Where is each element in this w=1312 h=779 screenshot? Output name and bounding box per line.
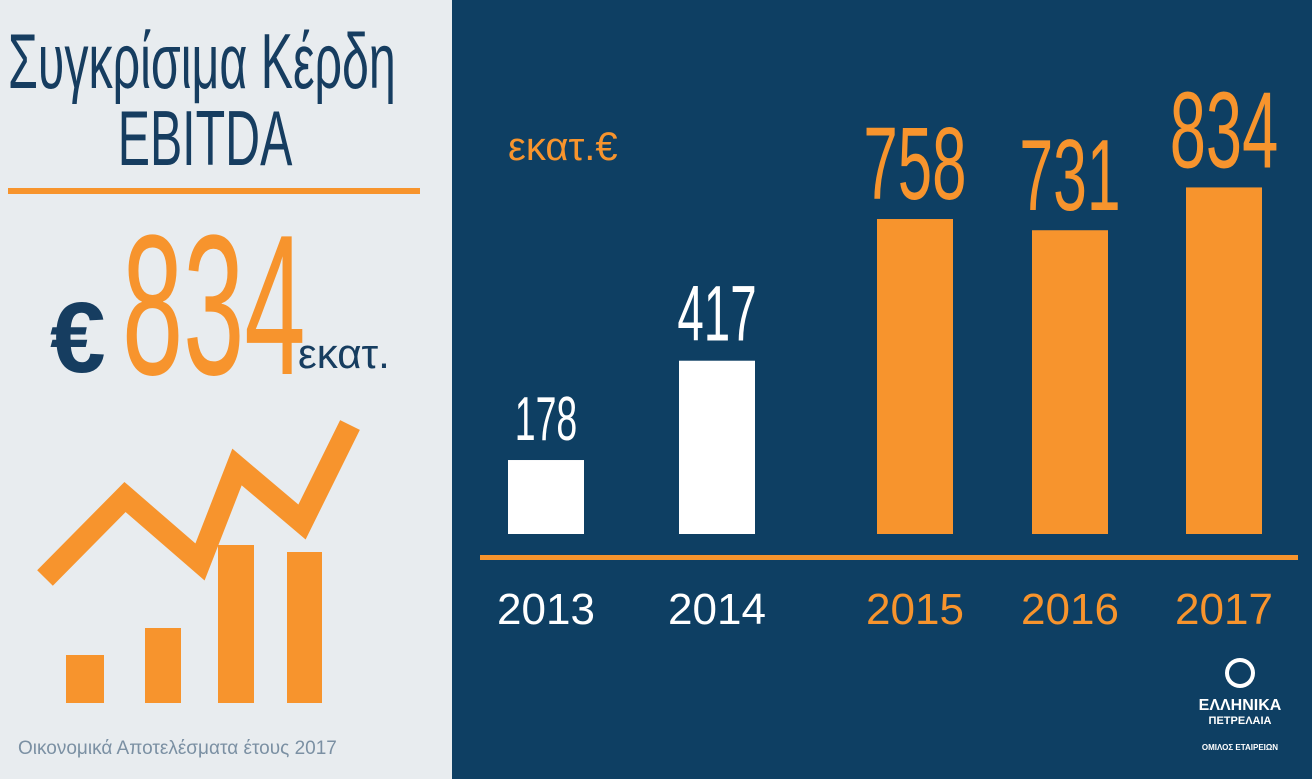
logo-mark (1229, 662, 1251, 684)
x-tick-label: 2013 (497, 585, 595, 634)
x-tick-label: 2016 (1021, 585, 1119, 634)
icon-bar (66, 655, 104, 703)
value-label: 834 (1170, 69, 1278, 190)
x-tick-label: 2014 (668, 585, 766, 634)
value-label: 758 (863, 107, 966, 222)
x-tick-label: 2017 (1175, 585, 1273, 634)
headline-value: 834 (122, 194, 306, 417)
icon-bar (145, 628, 181, 703)
currency: € (50, 282, 106, 394)
footer: Οικονομικά Αποτελέσματα έτους 2017 (18, 738, 337, 759)
logo-text: ΟΜΙΛΟΣ ΕΤΑΙΡΕΙΩΝ (1202, 743, 1278, 752)
icon-bar (218, 545, 254, 703)
baseline (480, 555, 1298, 560)
bar (1186, 187, 1262, 534)
value-label: 731 (1019, 118, 1120, 232)
bar (679, 360, 755, 534)
divider (8, 188, 420, 194)
title-line: Συγκρίσιμα Κέρδη (8, 17, 396, 105)
logo-text: ΕΛΛΗΝΙΚΑ (1199, 697, 1282, 714)
bar (877, 219, 953, 534)
icon-bar (287, 552, 322, 703)
value-label: 417 (677, 269, 756, 358)
x-tick-label: 2015 (866, 585, 964, 634)
headline-unit: εκατ. (298, 330, 390, 377)
y-label: εκατ.€ (508, 125, 618, 169)
growth-icon (37, 420, 360, 703)
logo-text: ΠΕΤΡΕΛΑΙΑ (1209, 715, 1272, 727)
icon-line (37, 420, 360, 586)
bar (1032, 230, 1108, 534)
bar (508, 460, 584, 534)
title-line: EBITDA (118, 94, 293, 182)
logo: ΕΛΛΗΝΙΚΑ ΠΕΤΡΕΛΑΙΑ ΟΜΙΛΟΣ ΕΤΑΙΡΕΙΩΝ (1199, 658, 1282, 752)
value-label: 178 (515, 383, 578, 453)
